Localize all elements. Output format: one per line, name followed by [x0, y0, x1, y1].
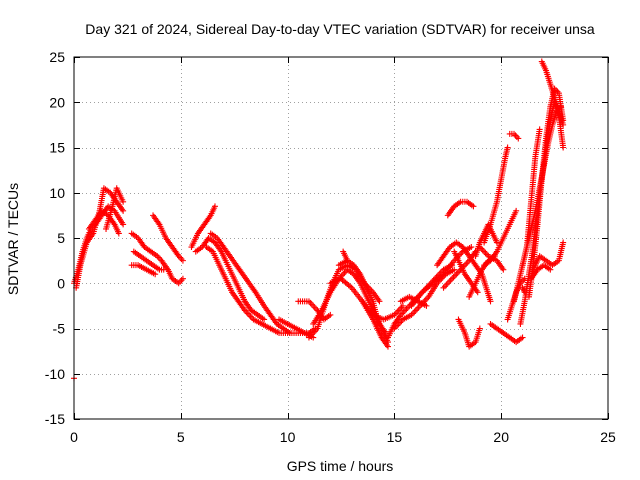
data-point — [487, 298, 494, 305]
series-track-9 — [188, 203, 218, 251]
data-point — [560, 144, 567, 151]
series-track-8 — [150, 212, 186, 264]
series-track-26 — [434, 239, 494, 305]
data-point — [120, 207, 127, 214]
series-track-44 — [530, 239, 567, 273]
series-track-29 — [444, 198, 477, 219]
series-track-35 — [476, 244, 507, 273]
data-point — [327, 311, 334, 318]
data-point — [179, 257, 186, 264]
series-track-5 — [128, 230, 186, 287]
y-tick-label: 10 — [49, 185, 65, 201]
data-point — [474, 289, 481, 296]
y-tick-label: -5 — [53, 321, 66, 337]
series-track-36 — [487, 320, 526, 346]
y-tick-label: 5 — [57, 230, 65, 246]
series-track-7 — [128, 262, 159, 278]
series-track-33 — [481, 207, 520, 269]
x-tick-label: 10 — [280, 429, 296, 445]
data-point — [115, 230, 122, 237]
series-track-20 — [340, 248, 351, 264]
chart-title: Day 321 of 2024, Sidereal Day-to-day VTE… — [85, 21, 595, 37]
series-track-11 — [203, 244, 274, 332]
series-track-10 — [192, 235, 268, 323]
plot-area — [71, 58, 567, 382]
series-track-45 — [528, 262, 554, 282]
series-track-14 — [276, 316, 317, 341]
y-axis-label: SDTVAR / TECUs — [5, 183, 21, 295]
data-point — [519, 334, 526, 341]
y-tick-label: -10 — [45, 366, 65, 382]
data-point — [399, 302, 406, 309]
y-tick-label: -15 — [45, 411, 65, 427]
x-tick-label: 25 — [600, 429, 616, 445]
series-track-23 — [391, 266, 458, 332]
data-point — [261, 316, 268, 323]
series-track-12 — [207, 230, 293, 337]
data-point — [547, 266, 554, 273]
data-point — [504, 144, 511, 151]
series-track-42 — [519, 126, 543, 269]
data-point — [521, 289, 528, 296]
y-tick-label: 25 — [49, 49, 65, 65]
x-tick-label: 20 — [493, 429, 509, 445]
data-point — [211, 203, 218, 210]
series-track-3 — [85, 207, 122, 237]
data-point — [560, 239, 567, 246]
y-tick-label: 15 — [49, 140, 65, 156]
data-point — [179, 275, 186, 282]
data-point — [376, 298, 383, 305]
series-track-6 — [130, 248, 167, 273]
series-track-34 — [481, 144, 511, 246]
x-tick-label: 15 — [387, 429, 403, 445]
data-point — [470, 203, 477, 210]
data-point — [476, 325, 483, 332]
data-point — [515, 135, 522, 142]
y-tick-label: 20 — [49, 94, 65, 110]
data-point — [536, 126, 543, 133]
data-point — [120, 198, 127, 205]
data-point — [423, 302, 430, 309]
x-axis-label: GPS time / hours — [287, 458, 394, 474]
data-point — [152, 271, 159, 278]
data-point — [344, 257, 351, 264]
data-point — [384, 343, 391, 350]
x-tick-label: 0 — [70, 429, 78, 445]
data-point — [120, 221, 127, 228]
series-track-43 — [538, 58, 567, 128]
data-point — [493, 239, 500, 246]
series-track-38 — [506, 130, 522, 142]
series-track-30 — [455, 316, 483, 350]
y-tick-label: 0 — [57, 275, 65, 291]
data-point — [160, 266, 167, 273]
series-track-47 — [519, 284, 528, 296]
data-point — [560, 121, 567, 128]
series-track-18 — [335, 257, 391, 346]
axis-ticks: 0 5 10 15 20 25 -15 -10 -5 0 5 10 15 20 25 — [45, 49, 616, 445]
data-point — [500, 266, 507, 273]
series-track-21 — [359, 298, 406, 323]
x-tick-label: 5 — [177, 429, 185, 445]
data-point — [468, 244, 475, 251]
plot-frame — [73, 56, 609, 420]
data-point — [513, 207, 520, 214]
data-point — [451, 266, 458, 273]
series-track-4 — [103, 185, 127, 232]
